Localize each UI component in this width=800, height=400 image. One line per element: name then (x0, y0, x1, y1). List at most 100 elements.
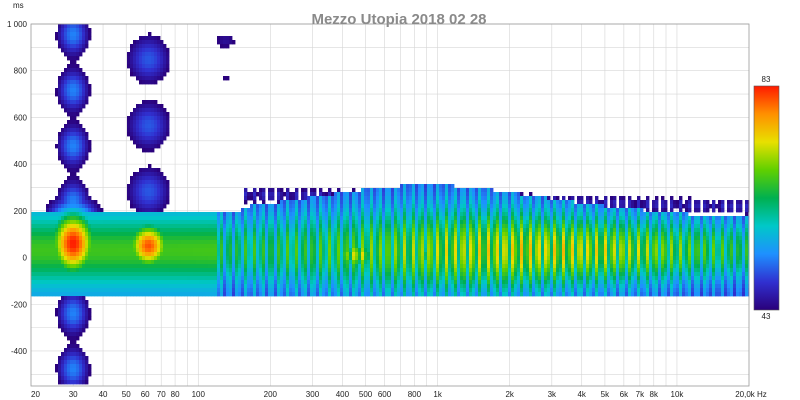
heatmap-cell (472, 264, 476, 269)
heatmap-cell (172, 288, 176, 293)
heatmap-cell (442, 224, 446, 229)
heatmap-cell (427, 248, 431, 253)
heatmap-cell (358, 224, 362, 229)
heatmap-cell (157, 68, 161, 73)
heatmap-cell (442, 264, 446, 269)
heatmap-cell (298, 240, 302, 245)
heatmap-cell (112, 276, 116, 281)
heatmap-cell (40, 212, 44, 217)
heatmap-cell (94, 276, 98, 281)
heatmap-cell (154, 244, 158, 249)
heatmap-cell (442, 204, 446, 209)
heatmap-cell (241, 216, 245, 221)
heatmap-cell (76, 208, 80, 213)
heatmap-cell (79, 276, 83, 281)
heatmap-cell (316, 252, 320, 257)
heatmap-cell (163, 248, 167, 253)
heatmap-cell (148, 132, 152, 137)
heatmap-cell (73, 276, 77, 281)
heatmap-cell (388, 272, 392, 277)
heatmap-cell (505, 200, 509, 205)
heatmap-cell (262, 244, 266, 249)
heatmap-cell (34, 288, 38, 293)
heatmap-cell (133, 224, 137, 229)
heatmap-cell (430, 204, 434, 209)
heatmap-cell (412, 216, 416, 221)
heatmap-cell (166, 56, 170, 61)
heatmap-cell (448, 224, 452, 229)
heatmap-cell (373, 284, 377, 289)
heatmap-cell (70, 296, 74, 301)
heatmap-cell (505, 268, 509, 273)
heatmap-cell (307, 272, 311, 277)
heatmap-cell (505, 204, 509, 209)
heatmap-cell (151, 280, 155, 285)
heatmap-cell (169, 228, 173, 233)
heatmap-cell (151, 60, 155, 65)
heatmap-cell (76, 160, 80, 165)
heatmap-cell (136, 280, 140, 285)
heatmap-cell (61, 296, 65, 301)
heatmap-cell (145, 68, 149, 73)
heatmap-cell (475, 204, 479, 209)
heatmap-cell (82, 328, 86, 333)
heatmap-cell (97, 276, 101, 281)
heatmap-cell (259, 252, 263, 257)
heatmap-cell (67, 36, 71, 41)
heatmap-cell (208, 272, 212, 277)
heatmap-cell (34, 268, 38, 273)
heatmap-cell (172, 276, 176, 281)
heatmap-cell (484, 208, 488, 213)
heatmap-cell (349, 196, 353, 201)
heatmap-cell (337, 284, 341, 289)
heatmap-cell (394, 224, 398, 229)
heatmap-cell (247, 280, 251, 285)
heatmap-cell (316, 240, 320, 245)
heatmap-cell (454, 196, 458, 201)
heatmap-cell (331, 288, 335, 293)
heatmap-cell (67, 328, 71, 333)
heatmap-cell (277, 248, 281, 253)
heatmap-cell (37, 256, 41, 261)
heatmap-cell (289, 256, 293, 261)
heatmap-cell (67, 92, 71, 97)
heatmap-cell (175, 232, 179, 237)
heatmap-cell (157, 64, 161, 69)
heatmap-cell (487, 236, 491, 241)
heatmap-cell (475, 252, 479, 257)
heatmap-cell (331, 192, 335, 197)
heatmap-cell (52, 240, 56, 245)
heatmap-cell (511, 276, 515, 281)
heatmap-cell (160, 240, 164, 245)
heatmap-cell (364, 276, 368, 281)
heatmap-cell (337, 268, 341, 273)
heatmap-cell (109, 292, 113, 297)
heatmap-cell (82, 224, 86, 229)
heatmap-cell (463, 292, 467, 297)
heatmap-cell (274, 236, 278, 241)
heatmap-cell (493, 240, 497, 245)
heatmap-cell (124, 216, 128, 221)
heatmap-cell (112, 228, 116, 233)
heatmap-cell (508, 244, 512, 249)
heatmap-cell (511, 256, 515, 261)
heatmap-cell (457, 268, 461, 273)
heatmap-cell (304, 252, 308, 257)
heatmap-cell (46, 228, 50, 233)
heatmap-cell (346, 276, 350, 281)
heatmap-cell (151, 256, 155, 261)
heatmap-cell (373, 204, 377, 209)
heatmap-cell (361, 200, 365, 205)
heatmap-cell (160, 188, 164, 193)
heatmap-cell (181, 268, 185, 273)
heatmap-cell (484, 232, 488, 237)
heatmap-cell (73, 116, 77, 121)
heatmap-cell (334, 260, 338, 265)
heatmap-cell (157, 116, 161, 121)
heatmap-cell (508, 252, 512, 257)
heatmap-cell (55, 288, 59, 293)
heatmap-cell (472, 244, 476, 249)
heatmap-cell (61, 96, 65, 101)
heatmap-cell (232, 216, 236, 221)
heatmap-cell (481, 232, 485, 237)
